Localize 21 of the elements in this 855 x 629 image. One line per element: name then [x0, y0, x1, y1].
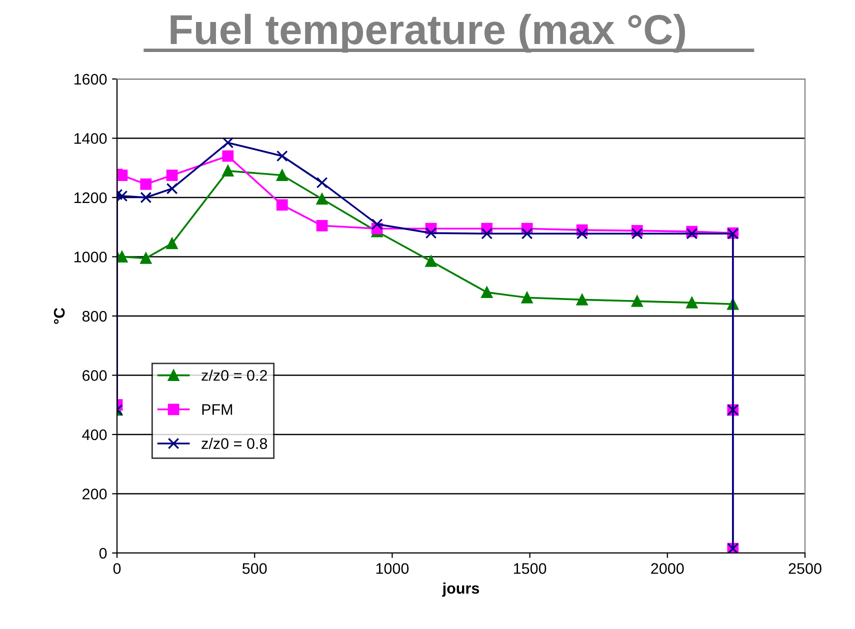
y-tick-label: 200 — [82, 488, 107, 500]
legend-label: PFM — [202, 404, 232, 415]
y-axis-title: °C — [54, 308, 65, 324]
x-tick-label: 500 — [242, 563, 267, 574]
y-tick-label: 1200 — [74, 192, 107, 204]
y-tick-label: 600 — [82, 370, 107, 381]
y-tick-label: 0 — [99, 548, 107, 559]
x-tick-label: 1000 — [376, 563, 409, 574]
x-tick-label: 2500 — [788, 563, 822, 574]
y-tick-label: 400 — [82, 429, 107, 440]
x-tick-label: 1500 — [514, 563, 546, 574]
x-tick-label: 2000 — [651, 563, 684, 574]
chart-title: Fuel temperature (max °C) — [170, 14, 685, 53]
y-tick-label: 1400 — [74, 133, 107, 144]
y-tick-label: 1000 — [74, 252, 107, 262]
legend-label: z/z0 = 0.2 — [202, 370, 267, 381]
y-tick-label: 800 — [82, 310, 107, 322]
y-tick-label: 1600 — [74, 74, 107, 85]
x-tick-label: 0 — [113, 563, 121, 574]
legend-label: z/z0 = 0.8 — [202, 438, 268, 450]
x-axis-title: jours — [442, 582, 480, 597]
